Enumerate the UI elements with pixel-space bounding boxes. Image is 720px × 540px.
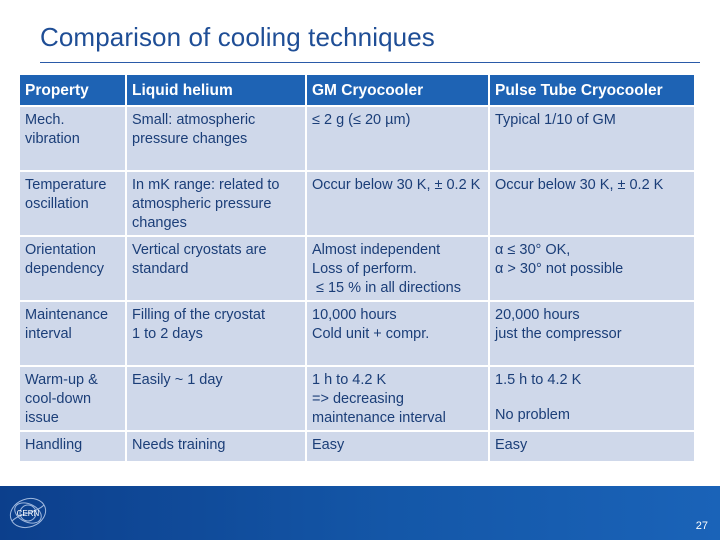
cell-gm: Occur below 30 K, ± 0.2 K <box>305 170 490 237</box>
cell-line: α > 30° not possible <box>495 261 624 277</box>
cell-line: 1 to 2 days <box>132 326 203 342</box>
cell-liquid-helium: In mK range: related to atmospheric pres… <box>125 170 307 237</box>
logo-text: CERN <box>17 509 40 518</box>
cell-line: Almost independent <box>312 242 441 258</box>
cell-line: ≤ 15 % in all directions <box>316 280 461 296</box>
cell-property: Mech. vibration <box>18 105 127 172</box>
cell-line: Filling of the cryostat <box>132 307 265 323</box>
cell-line: just the compressor <box>495 326 622 342</box>
cell-line: 1 h to 4.2 K <box>312 372 387 388</box>
cell-pulse-tube: Occur below 30 K, ± 0.2 K <box>488 170 696 237</box>
cell-liquid-helium: Needs training <box>125 430 307 463</box>
cell-gm: 10,000 hours Cold unit + compr. <box>305 300 490 367</box>
cell-pulse-tube: 20,000 hours just the compressor <box>488 300 696 367</box>
header-pulse-tube-cryocooler: Pulse Tube Cryocooler <box>488 73 696 107</box>
cell-gm: Almost independent Loss of perform. ≤ 15… <box>305 235 490 302</box>
title-divider <box>40 62 700 63</box>
cell-gm: 1 h to 4.2 K => decreasing maintenance i… <box>305 365 490 432</box>
table-row: Orientation dependency Vertical cryostat… <box>18 235 696 302</box>
cell-liquid-helium: Small: atmospheric pressure changes <box>125 105 307 172</box>
table-row: Handling Needs training Easy Easy <box>18 430 696 463</box>
cell-line: Loss of perform. <box>312 261 417 277</box>
cell-property: Maintenance interval <box>18 300 127 367</box>
table-row: Mech. vibration Small: atmospheric press… <box>18 105 696 172</box>
cell-property: Handling <box>18 430 127 463</box>
page-number: 27 <box>695 520 708 532</box>
cell-pulse-tube: 1.5 h to 4.2 K No problem <box>488 365 696 432</box>
table-row: Warm-up & cool-down issue Easily ~ 1 day… <box>18 365 696 432</box>
cell-pulse-tube: α ≤ 30° OK, α > 30° not possible <box>488 235 696 302</box>
cell-line: α ≤ 30° OK, <box>495 242 571 258</box>
table-row: Maintenance interval Filling of the cryo… <box>18 300 696 367</box>
table-row: Temperature oscillation In mK range: rel… <box>18 170 696 237</box>
cell-line: Cold unit + compr. <box>312 326 430 342</box>
cell-property: Warm-up & cool-down issue <box>18 365 127 432</box>
header-property: Property <box>18 73 127 107</box>
cell-liquid-helium: Easily ~ 1 day <box>125 365 307 432</box>
cell-line: 10,000 hours <box>312 307 397 323</box>
footer-bar <box>0 486 720 540</box>
cern-logo-icon: CERN <box>9 497 47 529</box>
cell-line: 1.5 h to 4.2 K <box>495 372 582 388</box>
cell-property: Temperature oscillation <box>18 170 127 237</box>
cell-line: => decreasing maintenance interval <box>312 391 446 426</box>
cell-liquid-helium: Vertical cryostats are standard <box>125 235 307 302</box>
header-gm-cryocooler: GM Cryocooler <box>305 73 490 107</box>
cell-property: Orientation dependency <box>18 235 127 302</box>
cell-gm: ≤ 2 g (≤ 20 µm) <box>305 105 490 172</box>
comparison-table: Property Liquid helium GM Cryocooler Pul… <box>18 73 696 463</box>
cell-line: 20,000 hours <box>495 307 580 323</box>
cell-pulse-tube: Easy <box>488 430 696 463</box>
slide-title: Comparison of cooling techniques <box>40 22 435 52</box>
header-liquid-helium: Liquid helium <box>125 73 307 107</box>
cell-liquid-helium: Filling of the cryostat 1 to 2 days <box>125 300 307 367</box>
cell-pulse-tube: Typical 1/10 of GM <box>488 105 696 172</box>
cell-gm: Easy <box>305 430 490 463</box>
cell-line: No problem <box>495 407 570 423</box>
table-header-row: Property Liquid helium GM Cryocooler Pul… <box>18 73 696 107</box>
